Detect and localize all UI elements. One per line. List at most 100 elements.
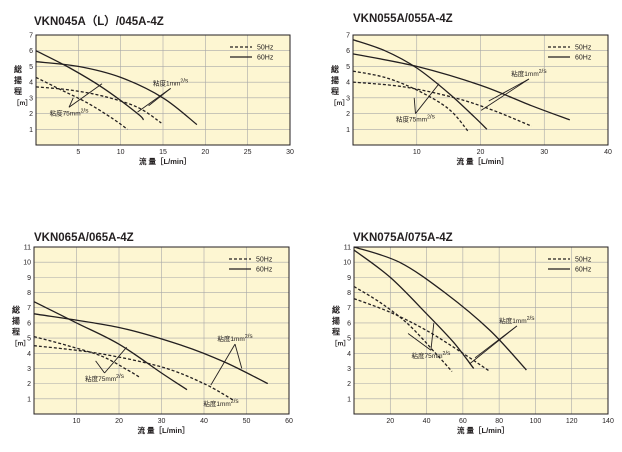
x-axis-label: 流 量［L/min］ — [137, 425, 189, 435]
legend-label: 60Hz — [575, 55, 592, 62]
y-tick-label: 4 — [346, 80, 350, 87]
y-tick-label: 1 — [346, 127, 350, 134]
chart-panel-vkn055a: VKN055A/055A-4Z 10 20 30 40 1 2 3 4 5 6 7 総揚程 ［m］ 流 量… — [311, 0, 622, 226]
x-tick-label: 40 — [200, 418, 208, 425]
y-tick-label: 7 — [347, 305, 351, 312]
y-tick-label: 5 — [347, 336, 351, 343]
series-60hz-line — [35, 50, 145, 121]
annotation-label: 粘度75mm2/s — [50, 107, 90, 117]
annotation-leader — [407, 333, 432, 351]
x-tick-label: 60 — [285, 418, 293, 425]
annotation-label: 粘度1mm2/s — [153, 77, 189, 87]
y-axis-label-char: ［m］ — [330, 98, 349, 107]
series-60hz-line — [33, 301, 188, 391]
annotation-label: 粘度75mm2/s — [85, 373, 125, 383]
x-tick-label: 5 — [76, 149, 80, 156]
annotation-leader — [95, 360, 105, 374]
y-tick-label: 3 — [29, 95, 33, 102]
y-tick-label: 2 — [29, 111, 33, 118]
series-50hz-line — [35, 76, 128, 130]
y-axis-label-char: 程 — [12, 327, 20, 337]
chart-svg: 5 10 15 20 25 30 1 2 3 4 5 6 7 総揚程 ［m］ 流 量［L/min］ 50Hz 60… — [13, 33, 294, 167]
x-axis-label: 流 量［L/min］ — [139, 156, 191, 166]
plot-frame — [35, 34, 291, 146]
annotation-leader — [68, 97, 74, 108]
y-tick-label: 9 — [27, 275, 31, 282]
y-tick-label: 1 — [347, 396, 351, 403]
annotation-label: 粘度1mm2/s — [511, 68, 547, 78]
annotation-leader — [480, 78, 530, 111]
y-axis-label-char: 揚 — [331, 75, 339, 85]
series-50hz-line — [352, 81, 532, 127]
chart-svg: 10 20 30 40 50 60 1 2 3 4 5 6 7 8 9 10 11 総揚程 ［m］ 流 量［L/min… — [11, 245, 293, 436]
y-tick-label: 11 — [24, 245, 31, 252]
legend-label: 50Hz — [575, 257, 592, 264]
y-axis-label-char: 程 — [14, 86, 22, 96]
y-tick-label: 11 — [344, 245, 351, 252]
y-tick-label: 8 — [27, 290, 31, 297]
y-tick-label: 3 — [347, 366, 351, 373]
x-tick-label: 40 — [604, 149, 612, 156]
annotation-leader — [137, 88, 171, 113]
legend-label: 60Hz — [575, 267, 592, 274]
annotation-leader — [68, 83, 103, 108]
series-50hz-line — [353, 285, 453, 372]
y-tick-label: 6 — [347, 320, 351, 327]
y-axis-label-char: 総 — [14, 64, 22, 74]
annotation-label: 粘度75mm2/s — [411, 350, 451, 360]
legend-label: 50Hz — [575, 45, 592, 52]
series-50hz-line — [353, 297, 491, 373]
chart-title: VKN065A/065A-4Z — [34, 232, 134, 244]
y-axis-label-char: 総 — [331, 64, 339, 74]
x-tick-label: 40 — [423, 418, 431, 425]
x-axis-label: 流 量［L/min］ — [457, 425, 509, 435]
chart-panel-vkn075a: VKN075A/075A-4Z 20 40 60 80 100 120 140 1 2 3 4 5 6 7… — [311, 226, 622, 452]
y-axis-label-char: 総 — [332, 305, 340, 315]
x-tick-label: 80 — [495, 418, 503, 425]
series-60hz-line — [353, 246, 527, 371]
x-tick-label: 100 — [530, 418, 542, 425]
x-tick-label: 30 — [158, 418, 166, 425]
annotation-leader — [488, 78, 530, 102]
legend-label: 50Hz — [256, 257, 273, 264]
legend-label: 50Hz — [257, 45, 274, 52]
y-tick-label: 4 — [347, 351, 351, 358]
x-tick-label: 140 — [602, 418, 614, 425]
x-tick-label: 60 — [459, 418, 467, 425]
x-tick-label: 120 — [566, 418, 578, 425]
chart-title: VKN055A/055A-4Z — [353, 13, 453, 25]
chart-svg: 10 20 30 40 1 2 3 4 5 6 7 総揚程 ［m］ 流 量［L/min］ 50Hz 60Hz 粘… — [330, 33, 612, 167]
y-tick-label: 1 — [27, 396, 31, 403]
y-tick-label: 3 — [27, 366, 31, 373]
y-axis-label-char: 総 — [12, 305, 20, 315]
x-tick-label: 10 — [413, 149, 421, 156]
y-tick-label: 6 — [27, 320, 31, 327]
legend-label: 60Hz — [257, 55, 274, 62]
y-tick-label: 10 — [343, 260, 351, 267]
x-axis-label: 流 量［L/min］ — [456, 156, 508, 166]
y-tick-label: 5 — [29, 64, 33, 71]
series-50hz-line — [33, 335, 141, 379]
x-tick-label: 25 — [244, 149, 252, 156]
y-axis-label-char: 揚 — [332, 316, 340, 326]
series-50hz-line — [352, 70, 469, 132]
x-tick-label: 50 — [243, 418, 251, 425]
y-tick-label: 3 — [346, 95, 350, 102]
x-tick-label: 15 — [159, 149, 167, 156]
annotation-leader — [415, 83, 440, 114]
chart-svg: 20 40 60 80 100 120 140 1 2 3 4 5 6 7 8 9 10 11 総揚程 ［m］ 流 量［… — [331, 245, 614, 436]
plot-frame — [352, 34, 609, 146]
y-tick-label: 4 — [29, 80, 33, 87]
y-tick-label: 2 — [346, 111, 350, 118]
grid — [354, 247, 608, 414]
annotation-leader — [469, 325, 518, 365]
series-60hz-line — [352, 53, 571, 121]
y-axis-label-char: ［m］ — [13, 98, 32, 107]
plot-frame — [33, 246, 290, 415]
x-tick-label: 10 — [117, 149, 125, 156]
series-60hz-line — [35, 61, 198, 126]
y-tick-label: 5 — [346, 64, 350, 71]
series-60hz-line — [352, 39, 488, 130]
x-tick-label: 20 — [201, 149, 209, 156]
x-tick-label: 20 — [115, 418, 123, 425]
